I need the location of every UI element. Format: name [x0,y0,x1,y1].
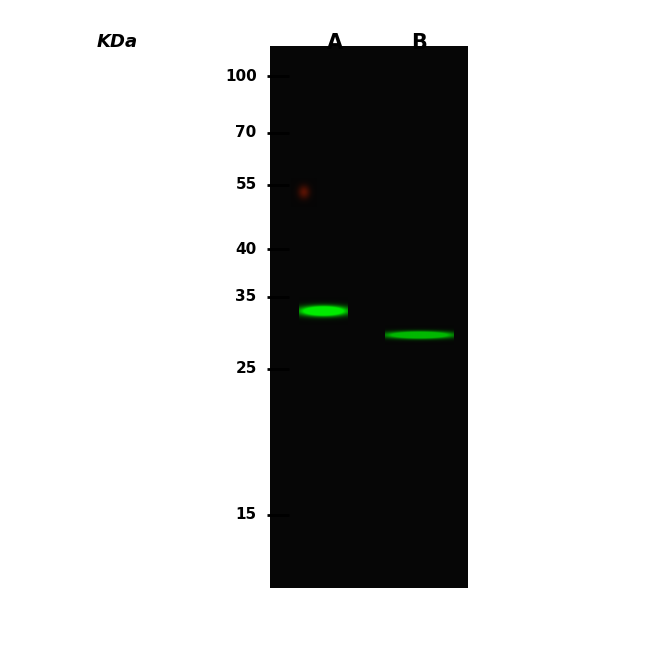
Text: 25: 25 [235,361,257,376]
Text: B: B [411,33,427,53]
Bar [270,46,468,588]
Text: A: A [327,33,343,53]
Text: 100: 100 [225,69,257,84]
Text: 35: 35 [235,290,257,304]
Text: 40: 40 [235,242,257,256]
Text: 15: 15 [235,507,257,522]
Text: 55: 55 [235,177,257,192]
Text: KDa: KDa [96,33,138,51]
Text: 70: 70 [235,125,257,140]
